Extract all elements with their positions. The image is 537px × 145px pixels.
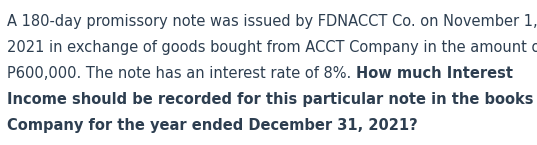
Text: 2021 in exchange of goods bought from ACCT Company in the amount of: 2021 in exchange of goods bought from AC…	[7, 40, 537, 55]
Text: Income should be recorded for this particular note in the books of ACCT: Income should be recorded for this parti…	[7, 92, 537, 107]
Text: How much Interest: How much Interest	[356, 66, 513, 81]
Text: P600,000. The note has an interest rate of 8%.: P600,000. The note has an interest rate …	[7, 66, 356, 81]
Text: A 180-day promissory note was issued by FDNACCT Co. on November 1,: A 180-day promissory note was issued by …	[7, 14, 537, 29]
Text: Company for the year ended December 31, 2021?: Company for the year ended December 31, …	[7, 118, 418, 133]
